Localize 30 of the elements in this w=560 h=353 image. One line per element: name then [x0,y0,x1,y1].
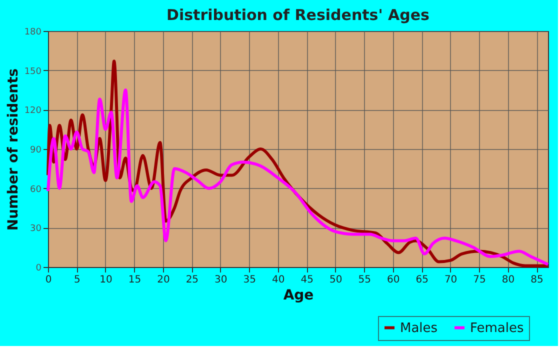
x-tick-label: 25 [186,274,199,286]
x-axis-title: Age [283,288,314,304]
x-tick-label: 45 [300,274,314,286]
y-tick-label: 150 [24,66,42,77]
y-tick-label: 30 [30,224,42,234]
x-tick-label: 35 [243,274,256,286]
y-tick-label: 180 [24,28,42,38]
legend-label: Females [470,320,524,336]
x-tick-label: 10 [100,274,112,286]
x-tick-label: 50 [329,274,342,286]
x-tick-label: 5 [74,274,80,286]
y-tick-label: 0 [36,264,42,274]
x-tick-label: 0 [45,274,52,286]
x-tick-label: 65 [416,274,428,286]
x-tick-label: 70 [444,274,458,286]
x-tick-label: 80 [502,274,515,286]
chart-title: Distribution of Residents' Ages [166,6,430,24]
y-tick-label: 120 [24,106,42,116]
x-tick-label: 60 [386,274,400,286]
x-tick-label: 55 [358,274,371,286]
y-tick-label: 60 [30,184,42,195]
legend-label: Males [400,320,438,336]
x-tick-label: 30 [214,274,228,286]
x-tick-label: 40 [272,274,285,286]
x-tick-label: 75 [473,274,486,286]
x-tick-label: 85 [530,274,544,286]
y-axis-title: Number of residents [5,68,22,231]
x-tick-label: 20 [157,274,170,286]
y-tick-label: 90 [30,146,42,156]
x-tick-label: 15 [128,274,142,286]
